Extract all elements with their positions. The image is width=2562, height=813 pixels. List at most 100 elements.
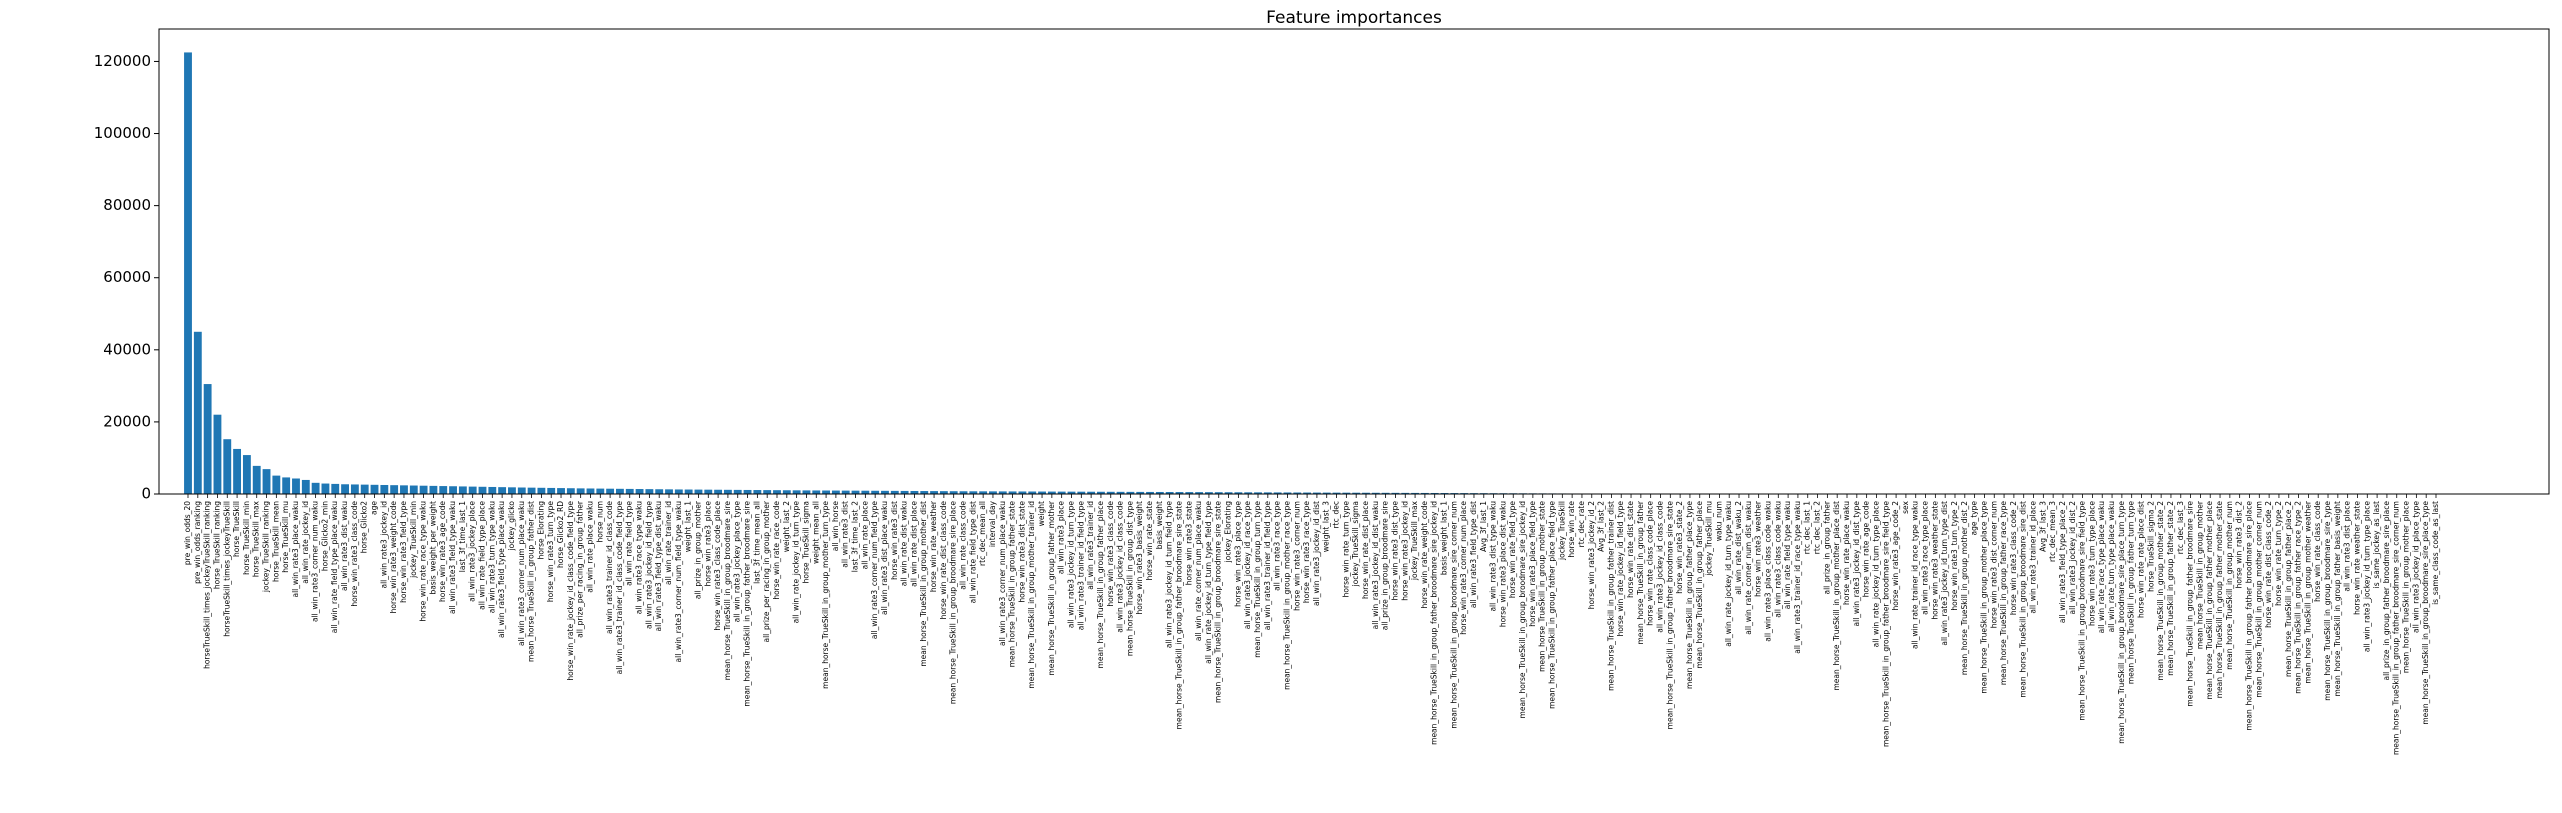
x-tick-label: weight_last_1 (684, 501, 693, 552)
x-tick-label: horse_win_rate3_turn_type_2 (1950, 501, 1959, 611)
x-tick-label: all_win_rate3_class_code_waku (1773, 501, 1782, 618)
x-tick-label: horse_win_rate3_field_type (399, 501, 408, 603)
x-tick-label: weight_mean_all (811, 501, 820, 564)
bar (360, 484, 369, 494)
x-tick-label: horseTrueSkill_times_jockeyTrueSkill (222, 501, 231, 637)
x-tick-label: mean_horse_TrueSkill_in_group_father_tra… (1606, 501, 1615, 691)
x-tick-label: all_win_rate3_field_type_place_waku (497, 501, 506, 638)
x-tick-label: horse_win_rate3_age_code (438, 501, 447, 602)
bar (1234, 492, 1243, 494)
y-tick-label: 120000 (94, 52, 151, 70)
bar (674, 489, 683, 494)
x-tick-label: all_win_rate_field_type_waku (1783, 501, 1792, 609)
x-tick-label: mean_horse_TrueSkill_in_group_father_bro… (1665, 501, 1674, 730)
bar (969, 491, 978, 494)
bar (527, 487, 536, 494)
x-tick-label: basis_weight_last_1 (1440, 501, 1449, 575)
bar (1312, 492, 1321, 494)
x-tick-label: rtc_dec_rate (1577, 501, 1586, 548)
bar (566, 488, 575, 494)
x-tick-label: horse_TrueSkill_sigma (801, 501, 810, 583)
x-tick-label: all_win_rate_jockey_id (301, 501, 310, 584)
x-tick-label: mean_horse_TrueSkill_in_group_broodmare_… (723, 501, 732, 681)
x-tick-label: all_win_rate3_jockey_id_class_code (1655, 501, 1664, 633)
bar (350, 484, 359, 494)
bar (272, 475, 281, 494)
bar (586, 488, 595, 494)
bar (753, 490, 762, 494)
bar (802, 490, 811, 494)
plot-area: 0 20000 40000 60000 80000 100000 120000 pre_win… (94, 52, 2440, 755)
x-tick-label: horse_win_rate3_state_2 (1675, 501, 1684, 594)
x-tick-label: mean_horse_TrueSkill_in_group_father_bas… (2333, 501, 2342, 697)
x-tick-label: horse_win_rate_turn_type (1341, 501, 1350, 598)
x-tick-label: all_win_rate_class_code (959, 501, 968, 590)
x-tick-label: horse_win_rate3_place (703, 501, 712, 587)
bar (1087, 491, 1096, 494)
bar (576, 488, 585, 494)
x-tick-label: all_win_rate3_trainer_id_field_type (1076, 501, 1085, 631)
x-tick-label: last_3f_time_last_1 (458, 501, 467, 572)
x-tick-label: mean_horse_TrueSkill_in_group_turn_type (1253, 501, 1262, 658)
x-tick-label: horse_win_rate_jockey_id_class_code_fiel… (566, 501, 575, 681)
x-tick-label: pre_win_odds_ranking (193, 501, 202, 584)
x-tick-label: mean_horse_TrueSkill_in_group_broodmare_… (1449, 501, 1458, 729)
bar (1185, 492, 1194, 494)
x-tick-label: horse_Glicko2_min (320, 501, 329, 571)
x-tick-label: mean_horse_TrueSkill_in_group_broodmare_… (2421, 501, 2430, 725)
bar (1352, 492, 1361, 494)
x-tick-label: mean_horse_TrueSkill_in_group_broodmare_… (2323, 501, 2332, 701)
x-tick-label: all_win_rate3_dist_type_waku (1489, 501, 1498, 612)
x-tick-label: jockey_TrueSkill_ranking (262, 501, 271, 593)
bar (1263, 492, 1272, 494)
x-tick-label: rtc_dec (1332, 501, 1341, 528)
x-tick-label: weight_last_3 (1322, 501, 1331, 552)
x-tick-label: all_win_rate_place_waku (585, 501, 594, 593)
x-tick-label: last_3f_time_mean_all (752, 501, 761, 584)
bar (665, 489, 673, 494)
bar (1195, 492, 1204, 494)
x-tick-label: all_win_rate3_jockey_id_turn_type_place (2362, 501, 2371, 652)
bar (468, 486, 477, 494)
x-tick-label: horse_win_rate_dist_place (1361, 501, 1370, 599)
x-tick-label: all_win_rate3_jockey_id_turn_type_dist (1940, 501, 1949, 646)
bar (763, 490, 772, 494)
x-tick-label: age_type (1970, 501, 1979, 536)
x-tick-label: horse_TrueSkill_max (252, 500, 261, 577)
x-tick-label: all_win_rate_trainer_id (664, 501, 673, 585)
bar (1401, 492, 1410, 494)
x-tick-label: all_win_rate3_dist_place (2343, 501, 2352, 592)
x-tick-label: Avg_3f_last_1 (1479, 501, 1488, 552)
x-tick-label: horse_win_rate3_dist_corner_num (1989, 501, 1998, 628)
bar (1204, 492, 1213, 494)
x-tick-label: horse_win_rate_weight_code (1420, 501, 1429, 609)
x-tick-label: mean_horse_TrueSkill_in_group_father_mot… (1047, 500, 1056, 675)
x-tick-label: mean_horse_TrueSkill_in_group_mother_tur… (821, 501, 830, 689)
x-tick-label: last_3f_time_last_2 (851, 501, 860, 572)
bar (733, 489, 742, 494)
bar (822, 490, 831, 494)
x-tick-label: pre_win_odds_20 (183, 501, 192, 565)
x-tick-label: all_win_rate3_jockey_place_type (733, 501, 742, 623)
y-tick-label: 0 (141, 485, 151, 503)
x-tick-label: rtc_dec_last_1 (1803, 501, 1812, 554)
bar (1057, 491, 1066, 494)
x-tick-label: all_win_rate3_jockey_id_race_type (1243, 501, 1252, 630)
x-tick-label: all_win_rate_field_type (625, 501, 634, 586)
bar (1018, 491, 1027, 494)
bar (478, 486, 487, 494)
x-tick-label: mean_horse_TrueSkill_in_group_father_bro… (1174, 501, 1183, 730)
bar (449, 486, 457, 494)
x-tick-label: all_win_rate3_jockey_id (379, 501, 388, 589)
x-tick-label: jockey_TrueSkill_sigma (1351, 501, 1360, 587)
x-tick-label: all_win_rate3_jockey_id_dist_2 (2068, 501, 2077, 615)
bar (1116, 491, 1125, 494)
x-tick-label: horse_win_rate_turn_type_2 (2274, 501, 2283, 606)
bar (1381, 492, 1390, 494)
x-tick-label: horse_win_rate3_corner_num (1292, 501, 1301, 611)
bar (989, 491, 997, 494)
x-tick-label: rtc_dec_last_3 (2176, 501, 2185, 554)
bar (1077, 491, 1086, 494)
bar (841, 490, 850, 494)
